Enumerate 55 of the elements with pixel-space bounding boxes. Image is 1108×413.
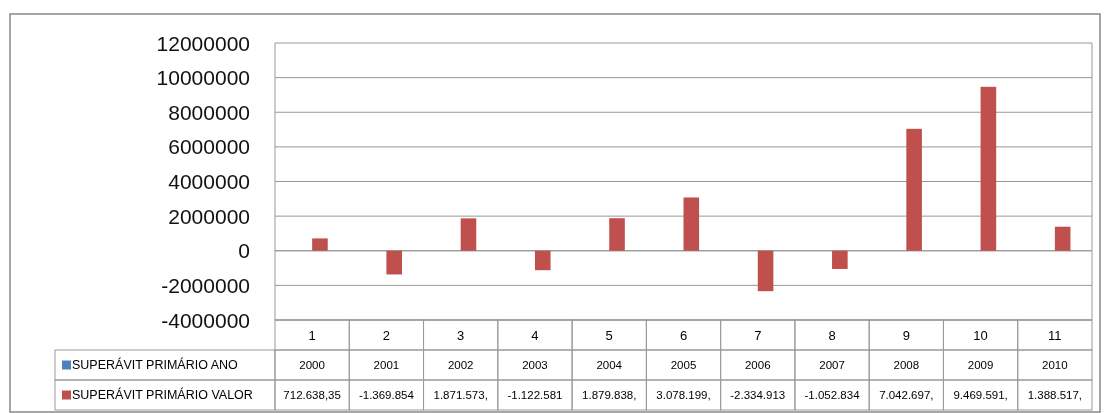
x-tick-label: 8 — [828, 327, 836, 343]
y-tick-label: 8000000 — [168, 100, 250, 124]
bar — [757, 250, 774, 292]
data-label: -1.122.581 — [507, 389, 563, 401]
data-label: 2010 — [1042, 359, 1068, 371]
x-tick-label: 4 — [531, 327, 539, 343]
data-label: -2.334.913 — [730, 389, 786, 401]
bar — [609, 218, 625, 251]
data-label: -1.369.854 — [358, 389, 415, 401]
data-label: -1.052.834 — [804, 389, 861, 401]
data-label: 1.879.838, — [582, 389, 637, 401]
data-label: 2003 — [522, 359, 548, 371]
bar — [906, 128, 922, 251]
y-tick-label: 6000000 — [168, 135, 250, 159]
legend-label: SUPERÁVIT PRIMÁRIO VALOR — [72, 387, 253, 402]
data-label: 2009 — [967, 359, 994, 371]
data-label: 2007 — [819, 359, 845, 371]
x-tick-label: 10 — [973, 327, 988, 343]
legend-label: SUPERÁVIT PRIMÁRIO ANO — [72, 357, 239, 372]
y-tick-label: 0 — [238, 239, 250, 263]
y-tick-label: 12000000 — [156, 31, 250, 55]
data-label: 2005 — [670, 359, 697, 371]
y-tick-label: 10000000 — [156, 66, 250, 90]
y-tick-label: -2000000 — [161, 273, 250, 297]
bar — [1054, 226, 1071, 251]
data-label: 2008 — [893, 359, 920, 371]
bar — [460, 218, 477, 251]
x-tick-label: 5 — [605, 327, 613, 343]
bar — [534, 250, 551, 271]
data-label: 2006 — [744, 359, 771, 371]
bar — [980, 86, 997, 251]
data-label: 2001 — [373, 359, 400, 371]
data-label: 1.871.573, — [433, 389, 488, 401]
x-tick-label: 3 — [457, 327, 465, 343]
x-tick-label: 6 — [679, 327, 688, 343]
data-label: 712.638,35 — [283, 389, 341, 401]
data-label: 1.388.517, — [1027, 389, 1083, 401]
x-tick-label: 1 — [308, 327, 316, 343]
data-label: 9.469.591, — [953, 389, 1008, 401]
data-label: 2004 — [596, 359, 623, 371]
bar — [683, 197, 700, 251]
x-tick-label: 11 — [1048, 327, 1062, 343]
bar — [312, 238, 328, 251]
y-tick-label: 2000000 — [168, 204, 250, 228]
y-tick-label: -4000000 — [161, 308, 250, 332]
bar — [832, 250, 848, 269]
x-tick-label: 2 — [382, 327, 391, 343]
data-label: 2000 — [299, 359, 325, 371]
data-label: 2002 — [447, 359, 474, 371]
data-label: 3.078.199, — [656, 389, 711, 401]
x-tick-label: 7 — [754, 327, 762, 343]
data-label: 7.042.697, — [879, 389, 934, 401]
bar — [386, 250, 403, 275]
y-tick-label: 4000000 — [168, 170, 250, 193]
x-tick-label: 9 — [902, 327, 910, 343]
